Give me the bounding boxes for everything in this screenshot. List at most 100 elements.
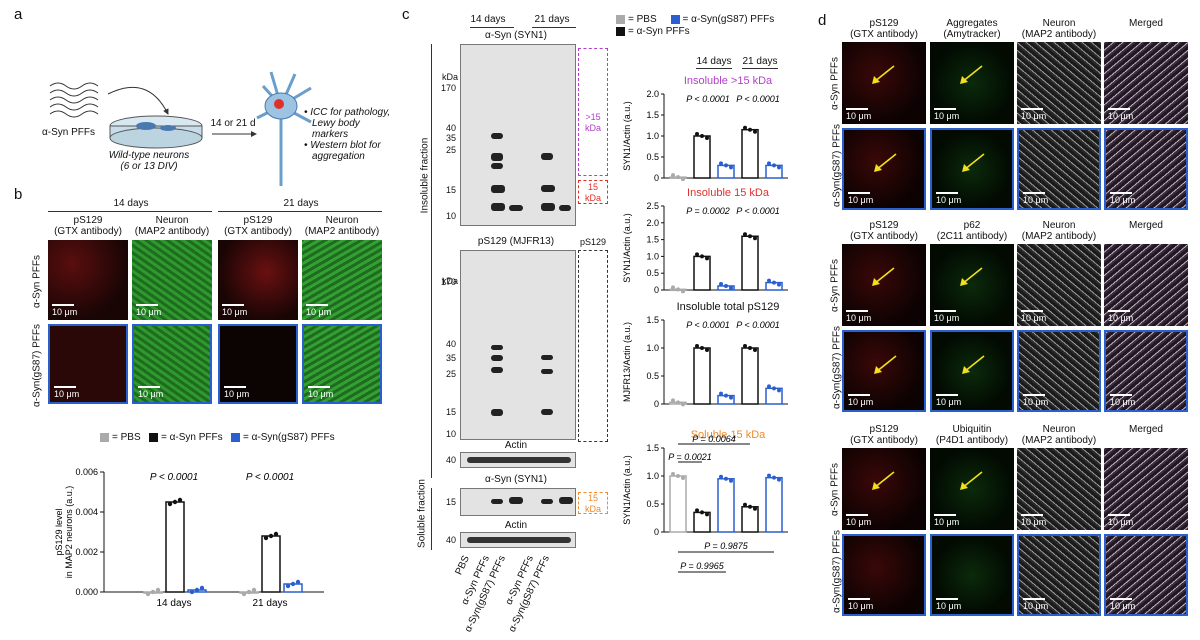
c-chart-title: Insoluble total pS129 — [677, 301, 780, 313]
b-dot — [246, 589, 252, 595]
mw-marker-blot2: 25 — [445, 369, 456, 379]
c-dot — [671, 398, 675, 403]
d-col-header: Neuron (MAP2 antibody) — [1021, 18, 1097, 40]
c-pvalue: P < 0.0001 — [686, 320, 729, 330]
c-dot — [748, 234, 752, 239]
d-col-header: pS129 (GTX antibody) — [850, 424, 918, 446]
insoluble-bracket — [431, 44, 432, 478]
c-ytick-label: 1.0 — [646, 131, 659, 141]
c-pvalue: P < 0.0001 — [736, 94, 779, 104]
c-ytick-label: 1.5 — [646, 315, 659, 325]
soluble-bracket — [431, 488, 432, 550]
blot-syn1-insoluble — [460, 44, 576, 226]
actin-label-2: Actin — [504, 520, 528, 531]
c-chart-divider-14 — [696, 68, 732, 69]
panel-a-schematic — [49, 71, 312, 186]
d-row-label-syn: α-Syn PFFs — [829, 259, 841, 313]
b-ytick-label: 0.000 — [75, 587, 98, 597]
d-col-header: pS129 (GTX antibody) — [850, 220, 918, 242]
c-dot — [695, 344, 699, 348]
c-dot — [719, 474, 723, 479]
d-col-header: Neuron (MAP2 antibody) — [1021, 424, 1097, 446]
c-dot — [676, 287, 680, 292]
mw-marker-blot1: 10 — [445, 211, 456, 221]
arrow-icon — [874, 153, 897, 172]
blot2-title: pS129 (MJFR13) — [477, 236, 555, 247]
c-dot — [767, 384, 771, 389]
c-dot — [777, 388, 781, 393]
c-bar — [741, 347, 759, 405]
c-bar — [693, 255, 711, 291]
c-dot — [671, 472, 675, 476]
c-legend-gs87-swatch — [670, 14, 680, 24]
mw-marker-blot2: 15 — [445, 407, 456, 417]
c-dot — [671, 285, 675, 290]
c-bar — [741, 235, 759, 291]
c-dot — [681, 476, 685, 480]
pff-label: α-Syn PFFs — [42, 127, 96, 138]
b-divider-21 — [218, 211, 382, 212]
c-dot — [729, 285, 733, 290]
panel-label-d: d — [818, 12, 827, 29]
b-col-ps129-21: pS129 (GTX antibody) — [224, 215, 292, 237]
b-dot — [199, 585, 205, 591]
d-micrograph: 10 μm — [930, 330, 1014, 412]
d-micrograph: 10 μm — [1104, 448, 1188, 530]
time-arrow-label: 14 or 21 d — [210, 118, 256, 129]
b-dot — [290, 581, 296, 587]
bullet-1a: ICC for pathology, — [310, 107, 391, 118]
b-divider-14 — [48, 211, 212, 212]
c-dot — [748, 504, 752, 509]
b-xtick-label: 21 days — [252, 598, 287, 609]
c-bar — [693, 347, 711, 405]
c-ytick-label: 2.5 — [646, 201, 659, 211]
b-img-neuron-gs87-21: 10 μm — [302, 324, 382, 404]
box-gt15 — [578, 48, 608, 176]
c-dot — [671, 173, 675, 178]
c-ytick-label: 0 — [654, 399, 659, 409]
c-dot — [676, 175, 680, 180]
d-micrograph: 10 μm — [930, 448, 1014, 530]
c-dot — [772, 475, 776, 480]
c-ytick-label: 0.5 — [646, 371, 659, 381]
actin-label-1: Actin — [504, 440, 528, 451]
c-dot — [724, 283, 728, 288]
c-ylabel: MJFR13/Actin (a.u.) — [622, 322, 632, 402]
c-ylabel: SYN1/Actin (a.u.) — [622, 101, 632, 171]
c-chart-title: Soluble 15 kDa — [691, 429, 766, 441]
c-dot — [681, 402, 685, 407]
b-dot — [155, 587, 161, 593]
d-row-label-gs87: α-Syn(gS87) PFFs — [831, 325, 843, 410]
d-micrograph: 10 μm — [1017, 534, 1101, 616]
c-dot — [700, 134, 704, 138]
b-xtick-label: 14 days — [156, 598, 191, 609]
c-dot — [705, 136, 709, 140]
d-col-header: p62 (2C11 antibody) — [936, 220, 1008, 242]
c-ytick-label: 0.5 — [646, 499, 659, 509]
d-row-label-gs87: α-Syn(gS87) PFFs — [831, 529, 843, 614]
c-dot — [753, 506, 757, 511]
c-dot — [681, 177, 685, 182]
c-pvalue: P = 0.0021 — [668, 452, 711, 462]
c-dot — [743, 125, 747, 130]
mw-marker-blot1: 15 — [445, 185, 456, 195]
d-micrograph: 10 μm — [1104, 244, 1188, 326]
d-micrograph: 10 μm — [842, 330, 926, 412]
b-ylabel: pS129 levelin MAP2 neurons (a.u.) — [54, 486, 74, 579]
kda-label-2: kDa — [441, 276, 458, 286]
c-divider-21 — [532, 27, 576, 28]
c-bar — [765, 476, 783, 533]
b-ytick-label: 0.002 — [75, 547, 98, 557]
c-dot — [767, 473, 771, 478]
c-ytick-label: 0 — [654, 285, 659, 295]
c-dot — [777, 282, 781, 287]
mw-marker-blot1: 25 — [445, 145, 456, 155]
b-dot — [145, 591, 151, 597]
charts-c: Insoluble >15 kDa 0 0.5 1.0 1.5 2.0 SYN1/Actin… — [622, 75, 788, 573]
d-col-header: Merged — [1129, 220, 1163, 231]
c-pvalue: P < 0.0001 — [736, 320, 779, 330]
blot1-title: α-Syn (SYN1) — [485, 30, 547, 41]
b-dot — [241, 591, 247, 597]
blot-ps129-insoluble — [460, 250, 576, 440]
mw-marker: 40 — [445, 535, 456, 545]
